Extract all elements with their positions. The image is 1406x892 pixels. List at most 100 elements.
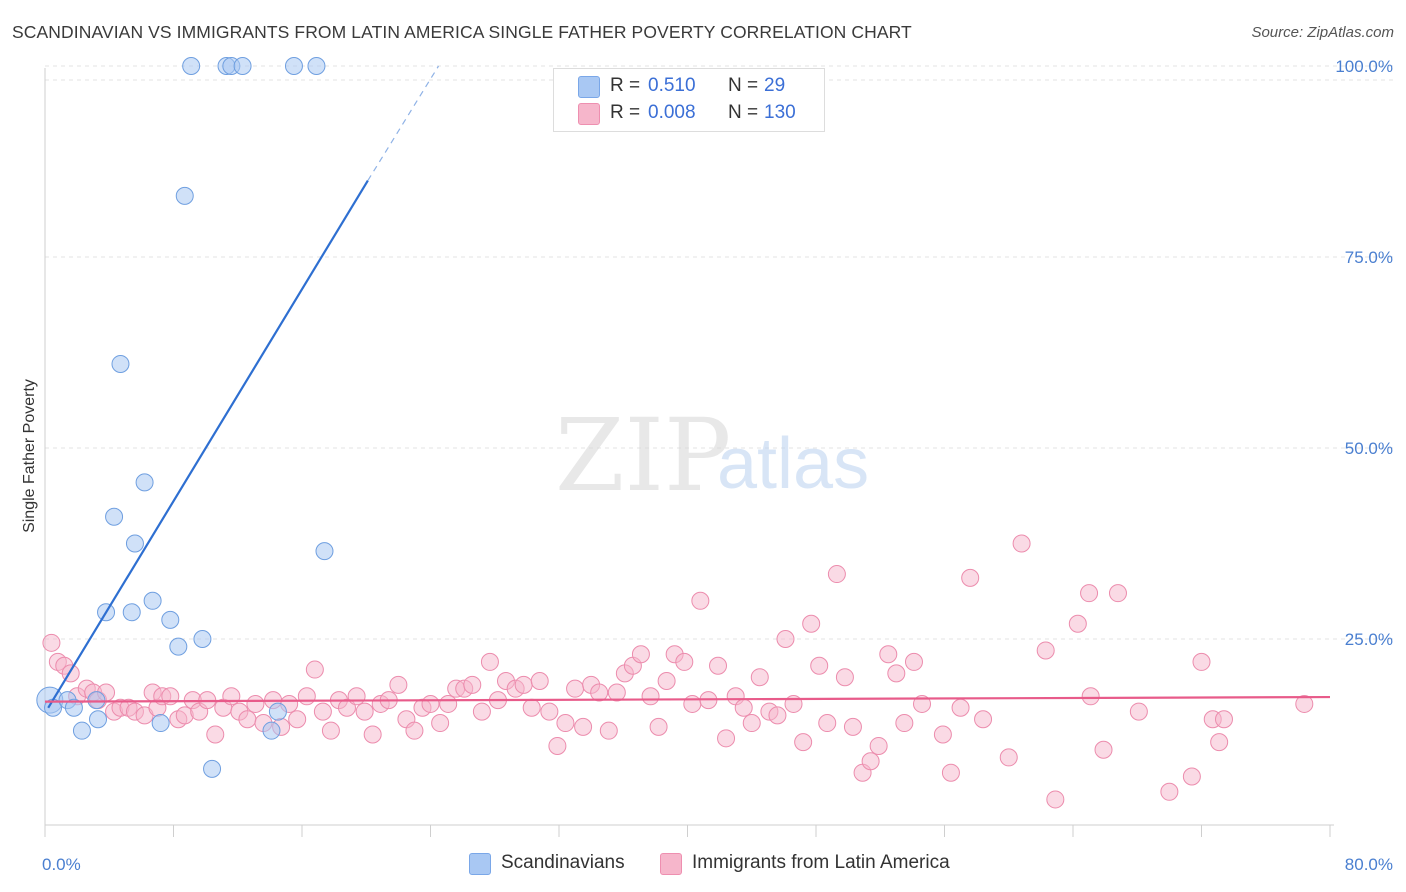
bottom-legend-swatch-scandinavians [469,853,491,875]
y-tick-label: 25.0% [1345,630,1393,649]
trendlines [44,65,1331,709]
data-point-latin-america [590,683,609,702]
data-point-latin-america [641,687,660,706]
latin-america-points [42,534,1314,809]
data-point-latin-america [222,687,241,706]
data-point-latin-america [879,645,898,664]
data-point-scandinavian [87,691,106,710]
chart-title: SCANDINAVIAN VS IMMIGRANTS FROM LATIN AM… [12,22,912,42]
legend-n-value: 130 [764,102,796,123]
data-point-scandinavian [72,721,91,740]
data-point-latin-america [827,565,846,584]
data-point-latin-america [439,694,458,713]
legend-r-label: R = [610,102,641,123]
data-point-latin-america [691,591,710,610]
legend-n-value: 29 [764,75,786,96]
data-point-scandinavian [169,637,188,656]
data-point-latin-america [556,714,575,733]
data-point-latin-america [530,672,549,691]
data-point-latin-america [421,694,440,713]
data-point-latin-america [895,714,914,733]
data-point-latin-america [1108,584,1127,603]
data-point-latin-america [933,725,952,744]
data-point-latin-america [999,748,1018,767]
data-point-latin-america [734,698,753,717]
data-point-latin-america [297,687,316,706]
correlation-legend: R = 0.510 N = 29 R = 0.008 N = 130 [553,68,825,132]
data-point-latin-america [750,668,769,687]
data-point-latin-america [522,698,541,717]
data-point-latin-america [1192,652,1211,671]
data-point-latin-america [913,694,932,713]
y-axis-title: Single Father Poverty [21,379,38,533]
data-point-latin-america [869,736,888,755]
data-point-scandinavian [125,534,144,553]
legend-n-label: N = [728,75,759,96]
data-point-latin-america [363,725,382,744]
y-tick-label: 50.0% [1345,439,1393,458]
data-point-scandinavian [122,603,141,622]
data-point-latin-america [599,721,618,740]
trendline-latin-america [44,695,1331,703]
data-point-latin-america [1295,694,1314,713]
data-point-latin-america [683,694,702,713]
data-point-latin-america [238,710,257,729]
legend-r-value: 0.510 [648,75,696,96]
axes [44,68,1334,837]
data-point-latin-america [607,683,626,702]
data-point-scandinavian [135,473,154,492]
data-point-latin-america [405,721,424,740]
data-point-latin-america [657,672,676,691]
data-point-latin-america [321,721,340,740]
bottom-legend-swatch-latin-america [660,853,682,875]
data-point-scandinavian [111,354,130,373]
gridlines [45,65,1395,640]
data-point-scandinavian [175,186,194,205]
legend-swatch-latin-america [578,103,600,125]
data-point-latin-america [951,698,970,717]
watermark: ZIP atlas [555,397,869,514]
data-point-latin-america [540,702,559,721]
watermark-atlas: atlas [717,424,869,504]
data-point-latin-america [305,660,324,679]
data-point-latin-america [835,668,854,687]
data-point-latin-america [1012,534,1031,553]
data-point-latin-america [961,568,980,587]
data-point-scandinavian [233,57,252,75]
trendline-scandinavians [47,180,369,709]
data-point-scandinavian [64,698,83,717]
data-point-latin-america [514,675,533,694]
data-point-latin-america [675,652,694,671]
data-point-latin-america [810,656,829,675]
tick-labels: 25.0% 50.0% 75.0% 100.0% 0.0% 80.0% [42,57,1393,874]
data-point-latin-america [794,733,813,752]
data-point-latin-america [548,736,567,755]
data-point-latin-america [1036,641,1055,660]
data-point-latin-america [1080,584,1099,603]
data-point-latin-america [802,614,821,633]
data-point-latin-america [1210,733,1229,752]
data-point-scandinavian [143,591,162,610]
data-point-latin-america [206,725,225,744]
data-point-latin-america [887,664,906,683]
data-point-scandinavian [268,702,287,721]
data-point-latin-america [974,710,993,729]
data-point-latin-america [463,675,482,694]
trendline-scandinavians-extension [367,65,440,181]
data-point-latin-america [904,652,923,671]
data-point-latin-america [347,687,366,706]
data-point-latin-america [313,702,332,721]
data-point-latin-america [355,702,374,721]
data-point-latin-america [1094,740,1113,759]
data-point-latin-america [1068,614,1087,633]
data-point-latin-america [574,717,593,736]
data-point-latin-america [288,710,307,729]
bottom-legend-label: Scandinavians [501,852,625,873]
data-point-scandinavian [307,57,326,75]
data-point-scandinavian [284,57,303,75]
legend-swatch-scandinavians [578,76,600,98]
data-point-latin-america [649,717,668,736]
data-point-scandinavian [182,57,201,75]
data-point-latin-america [1046,790,1065,809]
